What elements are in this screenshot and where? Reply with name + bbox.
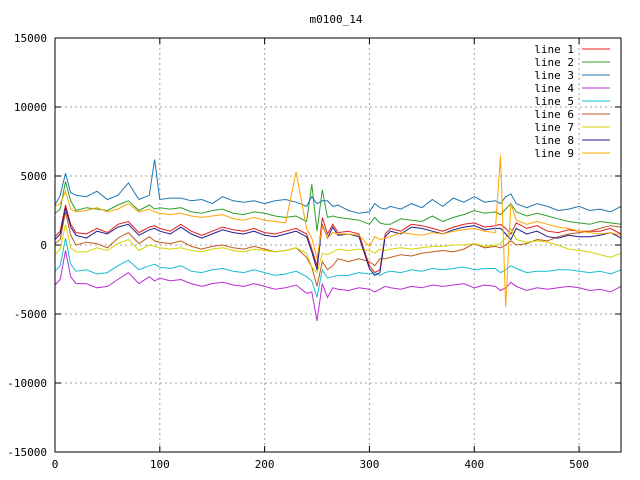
x-tick-label: 300: [360, 458, 380, 471]
legend-label: line 2: [534, 56, 574, 69]
series-line-8: [55, 207, 621, 277]
legend-label: line 8: [534, 134, 574, 147]
y-tick-label: 5000: [21, 170, 48, 183]
series-line-4: [55, 250, 621, 321]
y-axis-ticks: -15000 -10000 -5000 0 5000 10000 15000: [7, 32, 621, 459]
series-line-2: [55, 181, 621, 232]
series-line-7: [55, 224, 621, 274]
series-line-9: [55, 155, 621, 308]
legend-label: line 9: [534, 147, 574, 160]
series-line-1: [55, 204, 621, 274]
y-tick-label: -10000: [7, 377, 47, 390]
plot-frame: [54, 37, 622, 453]
x-tick-label: 500: [569, 458, 589, 471]
x-axis-ticks: 0 100 200 300 400 500: [52, 38, 589, 471]
y-tick-label: 10000: [14, 101, 47, 114]
series-line-6: [55, 211, 621, 287]
x-tick-label: 400: [464, 458, 484, 471]
x-tick-label: 100: [150, 458, 170, 471]
x-tick-label: 0: [52, 458, 59, 471]
y-tick-label: 0: [40, 239, 47, 252]
series-line-3: [55, 159, 621, 214]
y-tick-label: -15000: [7, 446, 47, 459]
y-tick-label: 15000: [14, 32, 47, 45]
legend-label: line 6: [534, 108, 574, 121]
y-tick-label: -5000: [14, 308, 47, 321]
series-lines: [55, 155, 621, 321]
grid: [55, 38, 621, 452]
chart-title: m0100_14: [310, 13, 363, 26]
legend-label: line 7: [534, 121, 574, 134]
legend-label: line 3: [534, 69, 574, 82]
legend-label: line 5: [534, 95, 574, 108]
x-tick-label: 200: [255, 458, 275, 471]
legend-label: line 1: [534, 43, 574, 56]
series-line-5: [55, 238, 621, 298]
legend-label: line 4: [534, 82, 574, 95]
